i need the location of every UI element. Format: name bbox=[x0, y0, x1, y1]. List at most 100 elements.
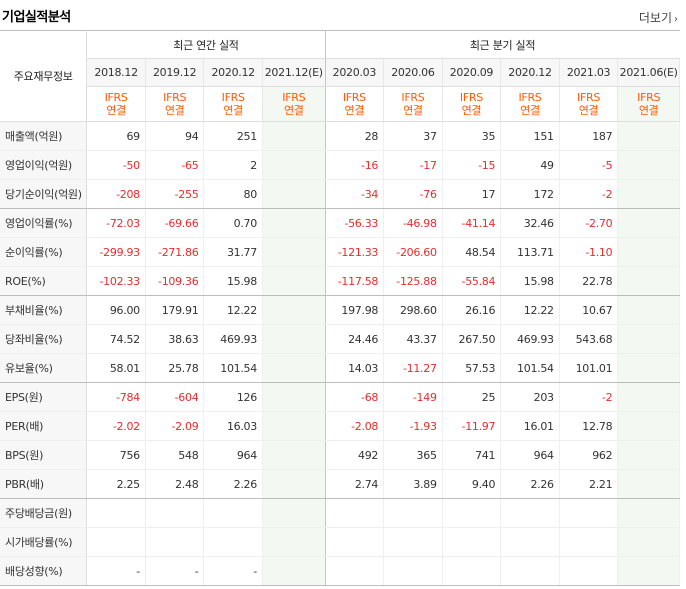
quarter-value-cell: -5 bbox=[559, 150, 619, 180]
quarter-value-cell: 741 bbox=[442, 440, 502, 470]
basis-ifrs: IFRS bbox=[163, 91, 187, 104]
quarter-group-header: 최근 분기 실적 bbox=[325, 30, 680, 59]
table-row: BPS(원) 756 548 964 492 365 741 964 962 bbox=[0, 440, 680, 470]
quarter-value-cell bbox=[617, 208, 680, 238]
quarter-value-cell bbox=[617, 556, 680, 586]
more-link[interactable]: 더보기 › bbox=[639, 9, 678, 26]
accounting-basis: IFRS 연결 bbox=[559, 86, 619, 122]
quarter-value-cell: 37 bbox=[383, 121, 443, 151]
annual-value-cell: 548 bbox=[145, 440, 205, 470]
row-label: PBR(배) bbox=[0, 469, 88, 499]
basis-ifrs: IFRS bbox=[577, 91, 601, 104]
basis-consolidated: 연결 bbox=[344, 104, 365, 117]
quarter-value-cell bbox=[617, 150, 680, 180]
table-row: 주당배당금(원) bbox=[0, 498, 680, 528]
quarter-value-cell bbox=[617, 324, 680, 354]
annual-value-cell: 126 bbox=[203, 382, 263, 412]
quarter-value-cell: -41.14 bbox=[442, 208, 502, 238]
table-row: ROE(%) -102.33 -109.36 15.98 -117.58 -125.88-… bbox=[0, 266, 680, 296]
annual-value-cell: 25.78 bbox=[145, 353, 205, 383]
quarter-value-cell bbox=[383, 527, 443, 557]
quarter-value-cell: 2.26 bbox=[500, 469, 560, 499]
quarter-value-cell bbox=[500, 527, 560, 557]
quarter-value-cell bbox=[617, 411, 680, 441]
annual-value-cell: 964 bbox=[203, 440, 263, 470]
annual-value-cell bbox=[86, 498, 146, 528]
quarter-value-cell bbox=[442, 527, 502, 557]
annual-value-cell bbox=[145, 498, 205, 528]
row-label: BPS(원) bbox=[0, 440, 88, 470]
accounting-basis: IFRS 연결 bbox=[383, 86, 443, 122]
quarter-value-cell: 57.53 bbox=[442, 353, 502, 383]
quarter-value-cell: 492 bbox=[325, 440, 385, 470]
quarter-period-header: 2020.12 bbox=[500, 58, 560, 87]
annual-value-cell bbox=[262, 353, 326, 383]
annual-group-header: 최근 연간 실적 bbox=[86, 30, 326, 59]
annual-value-cell: 58.01 bbox=[86, 353, 146, 383]
basis-consolidated: 연결 bbox=[106, 104, 126, 117]
annual-value-cell: 74.52 bbox=[86, 324, 146, 354]
annual-period-header: 2019.12 bbox=[145, 58, 205, 87]
annual-value-cell: 31.77 bbox=[203, 237, 263, 267]
annual-value-cell bbox=[262, 121, 326, 151]
annual-value-cell: 2.48 bbox=[145, 469, 205, 499]
annual-value-cell: -65 bbox=[145, 150, 205, 180]
quarter-period-header: 2020.03 bbox=[325, 58, 385, 87]
annual-value-cell: -271.86 bbox=[145, 237, 205, 267]
quarter-value-cell: -76 bbox=[383, 179, 443, 209]
quarter-value-cell: 16.01 bbox=[500, 411, 560, 441]
annual-value-cell: -2.09 bbox=[145, 411, 205, 441]
quarter-value-cell: 101.01 bbox=[559, 353, 619, 383]
quarter-value-cell: -17 bbox=[383, 150, 443, 180]
quarter-value-cell: 197.98 bbox=[325, 295, 385, 325]
quarter-value-cell: 25 bbox=[442, 382, 502, 412]
quarter-value-cell: 12.78 bbox=[559, 411, 619, 441]
quarter-value-cell: 22.78 bbox=[559, 266, 619, 296]
annual-value-cell: 2.26 bbox=[203, 469, 263, 499]
table-row: EPS(원) -784 -604 126 -68 -149 25 203 -2 bbox=[0, 382, 680, 412]
basis-consolidated: 연결 bbox=[520, 104, 540, 117]
quarter-value-cell: 26.16 bbox=[442, 295, 502, 325]
annual-value-cell bbox=[203, 498, 263, 528]
quarter-value-cell: 43.37 bbox=[383, 324, 443, 354]
annual-value-cell bbox=[262, 469, 326, 499]
quarter-value-cell: 48.54 bbox=[442, 237, 502, 267]
basis-ifrs: IFRS bbox=[459, 91, 483, 104]
quarter-value-cell: 964 bbox=[500, 440, 560, 470]
section-title: 기업실적분석 bbox=[2, 10, 71, 25]
annual-value-cell: 101.54 bbox=[203, 353, 263, 383]
annual-value-cell bbox=[262, 179, 326, 209]
quarter-value-cell: -46.98 bbox=[383, 208, 443, 238]
annual-value-cell: -604 bbox=[145, 382, 205, 412]
annual-value-cell: - bbox=[145, 556, 205, 586]
quarter-value-cell bbox=[617, 440, 680, 470]
annual-value-cell: 756 bbox=[86, 440, 146, 470]
quarter-value-cell: 2.21 bbox=[559, 469, 619, 499]
basis-ifrs: IFRS bbox=[342, 91, 366, 104]
quarter-value-cell: 365 bbox=[383, 440, 443, 470]
accounting-basis: IFRS 연결 bbox=[442, 86, 502, 122]
annual-value-cell: -208 bbox=[86, 179, 146, 209]
quarter-value-cell: 267.50 bbox=[442, 324, 502, 354]
basis-ifrs: IFRS bbox=[104, 91, 128, 104]
basis-consolidated: 연결 bbox=[223, 104, 243, 117]
quarter-value-cell: -56.33 bbox=[325, 208, 385, 238]
annual-value-cell: 12.22 bbox=[203, 295, 263, 325]
quarter-value-cell bbox=[500, 556, 560, 586]
row-label-header: 주요재무정보 bbox=[0, 30, 88, 122]
more-label: 더보기 bbox=[638, 11, 672, 25]
annual-value-cell: 16.03 bbox=[203, 411, 263, 441]
annual-value-cell bbox=[262, 295, 326, 325]
annual-value-cell: -784 bbox=[86, 382, 146, 412]
quarter-value-cell: -15 bbox=[442, 150, 502, 180]
annual-period-header: 2018.12 bbox=[86, 58, 146, 87]
quarter-value-cell: 14.03 bbox=[325, 353, 385, 383]
table-row: 영업이익률(%) -72.03 -69.66 0.70 -56.33 -46.98 -41.… bbox=[0, 208, 680, 238]
row-label: 유보율(%) bbox=[0, 353, 88, 383]
row-label: 시가배당률(%) bbox=[0, 527, 88, 557]
quarter-value-cell: -1.93 bbox=[383, 411, 443, 441]
basis-ifrs: IFRS bbox=[518, 91, 542, 104]
annual-value-cell: 2 bbox=[203, 150, 263, 180]
annual-value-cell: -102.33 bbox=[86, 266, 146, 296]
quarter-period-header: 2021.06(E) bbox=[617, 58, 680, 87]
